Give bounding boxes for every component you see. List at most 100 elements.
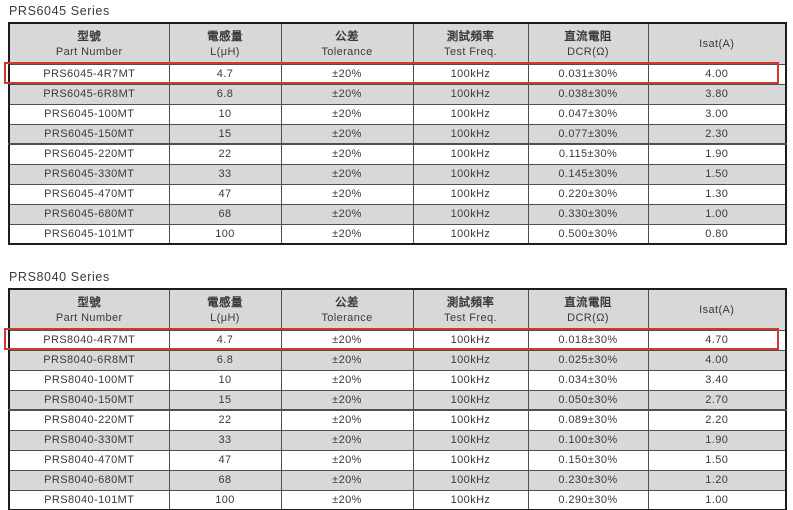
value-cell: 4.7 [168,63,282,85]
part-number-cell: PRS6045-4R7MT [8,63,170,85]
value-cell: 3.80 [647,83,787,105]
value-cell: 0.500±30% [527,223,649,245]
value-cell: 100 [168,223,282,245]
column-header-en: Part Number [55,45,123,58]
column-header: 型號 Part Number [8,288,170,331]
value-cell: 3.40 [647,369,787,391]
value-cell: ±20% [280,203,414,225]
table-body: PRS8040-4R7MT 4.7 ±20% 100kHz 0.018±30% 4.70 P… [8,329,787,510]
value-cell: 4.70 [647,329,787,351]
part-number-cell: PRS6045-680MT [8,203,170,225]
part-number-cell: PRS6045-220MT [8,143,170,165]
value-cell: ±20% [280,389,414,411]
header-row: 型號 Part Number 電感量 L(μH) 公差 Tolerance 測試頻率 Test… [8,22,787,65]
table-row: PRS6045-680MT 68 ±20% 100kHz 0.330±30% 1.00 [8,203,787,225]
column-header: Isat(A) [647,22,787,65]
part-number-cell: PRS8040-6R8MT [8,349,170,371]
column-header-en: L(μH) [210,45,240,58]
column-header: 測試頻率 Test Freq. [412,288,529,331]
value-cell: 3.00 [647,103,787,125]
part-number-cell: PRS6045-6R8MT [8,83,170,105]
column-header: 測試頻率 Test Freq. [412,22,529,65]
value-cell: 100kHz [412,123,529,145]
spec-table: 型號 Part Number 電感量 L(μH) 公差 Tolerance 測試頻率 Test… [8,288,787,510]
column-header: 直流電阻 DCR(Ω) [527,288,649,331]
column-header-zh: 型號 [77,30,102,43]
value-cell: ±20% [280,449,414,471]
table-row: PRS8040-680MT 68 ±20% 100kHz 0.230±30% 1.20 [8,469,787,491]
column-header-en: Isat(A) [699,37,735,50]
value-cell: 100kHz [412,489,529,510]
value-cell: ±20% [280,123,414,145]
part-number-cell: PRS8040-470MT [8,449,170,471]
value-cell: 1.30 [647,183,787,205]
table-row: PRS6045-220MT 22 ±20% 100kHz 0.115±30% 1.90 [8,143,787,165]
value-cell: 6.8 [168,83,282,105]
part-number-cell: PRS8040-4R7MT [8,329,170,351]
column-header: Isat(A) [647,288,787,331]
value-cell: 33 [168,163,282,185]
value-cell: 68 [168,203,282,225]
value-cell: 1.90 [647,143,787,165]
table-row: PRS8040-470MT 47 ±20% 100kHz 0.150±30% 1.50 [8,449,787,471]
column-header-en: Tolerance [321,311,373,324]
value-cell: 100kHz [412,389,529,411]
table-row: PRS8040-4R7MT 4.7 ±20% 100kHz 0.018±30% 4.70 [8,329,787,351]
table-row: PRS8040-101MT 100 ±20% 100kHz 0.290±30% 1.00 [8,489,787,510]
part-number-cell: PRS8040-100MT [8,369,170,391]
value-cell: ±20% [280,163,414,185]
value-cell: 10 [168,103,282,125]
value-cell: 22 [168,409,282,431]
part-number-cell: PRS6045-101MT [8,223,170,245]
part-number-cell: PRS8040-330MT [8,429,170,451]
value-cell: 10 [168,369,282,391]
part-number-cell: PRS6045-470MT [8,183,170,205]
table-row: PRS6045-100MT 10 ±20% 100kHz 0.047±30% 3.00 [8,103,787,125]
value-cell: ±20% [280,223,414,245]
value-cell: ±20% [280,143,414,165]
value-cell: 0.80 [647,223,787,245]
value-cell: 0.145±30% [527,163,649,185]
value-cell: 4.7 [168,329,282,351]
part-number-cell: PRS8040-150MT [8,389,170,411]
table-row: PRS6045-4R7MT 4.7 ±20% 100kHz 0.031±30% 4.00 [8,63,787,85]
value-cell: 47 [168,449,282,471]
table-header: 型號 Part Number 電感量 L(μH) 公差 Tolerance 測試頻率 Test… [8,288,787,331]
value-cell: ±20% [280,329,414,351]
value-cell: ±20% [280,183,414,205]
column-header-en: Part Number [55,311,123,324]
table-row: PRS8040-100MT 10 ±20% 100kHz 0.034±30% 3.40 [8,369,787,391]
value-cell: 100kHz [412,329,529,351]
table-row: PRS8040-330MT 33 ±20% 100kHz 0.100±30% 1.90 [8,429,787,451]
part-number-cell: PRS6045-150MT [8,123,170,145]
value-cell: 100kHz [412,203,529,225]
table-row: PRS6045-470MT 47 ±20% 100kHz 0.220±30% 1.30 [8,183,787,205]
part-number-cell: PRS8040-101MT [8,489,170,510]
value-cell: 22 [168,143,282,165]
spec-table-wrap: 型號 Part Number 電感量 L(μH) 公差 Tolerance 測試頻率 Test… [4,22,787,245]
series-title: PRS6045 Series [9,4,110,18]
column-header-zh: 測試頻率 [446,296,495,309]
value-cell: 100kHz [412,349,529,371]
value-cell: 33 [168,429,282,451]
value-cell: 100kHz [412,103,529,125]
part-number-cell: PRS6045-330MT [8,163,170,185]
column-header-zh: 直流電阻 [564,30,612,43]
column-header-en: Isat(A) [699,303,735,316]
value-cell: ±20% [280,489,414,510]
column-header-en: Test Freq. [444,311,497,324]
value-cell: 0.230±30% [527,469,649,491]
value-cell: 0.050±30% [527,389,649,411]
table-row: PRS6045-101MT 100 ±20% 100kHz 0.500±30% 0.80 [8,223,787,245]
column-header-en: DCR(Ω) [567,45,609,58]
table-header: 型號 Part Number 電感量 L(μH) 公差 Tolerance 測試頻率 Test… [8,22,787,65]
part-number-cell: PRS8040-220MT [8,409,170,431]
column-header: 公差 Tolerance [280,22,414,65]
value-cell: 100kHz [412,429,529,451]
table-row: PRS6045-150MT 15 ±20% 100kHz 0.077±30% 2.30 [8,123,787,145]
column-header-en: Tolerance [321,45,373,58]
value-cell: 0.034±30% [527,369,649,391]
value-cell: 68 [168,469,282,491]
